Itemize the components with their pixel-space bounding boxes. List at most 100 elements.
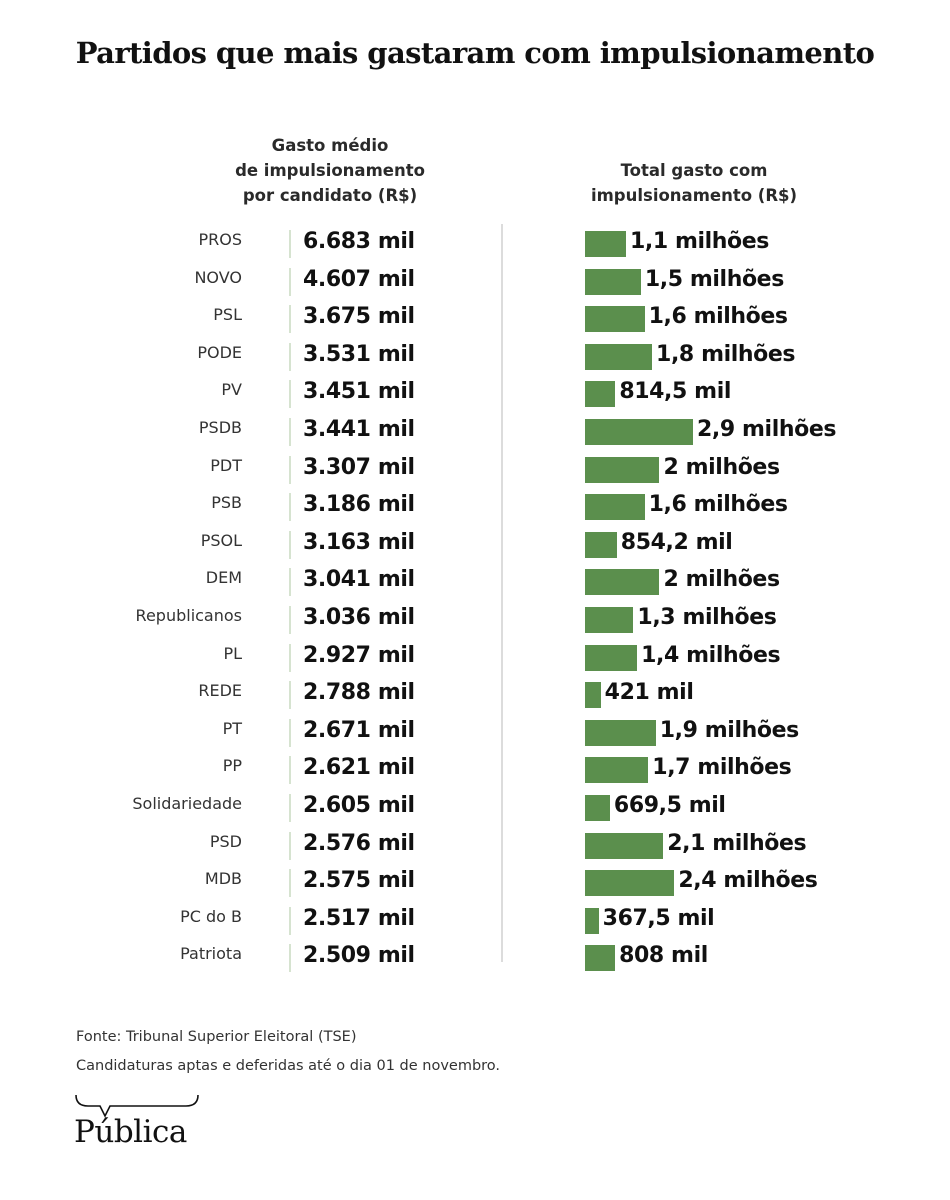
chart-row: PSL 3.675 mil 1,6 milhões [0, 299, 950, 337]
left-column-header: Gasto médio de impulsionamento por candi… [200, 133, 460, 208]
total-bar [585, 306, 645, 333]
left-header-line: Gasto médio [271, 136, 389, 155]
total-bar [585, 343, 653, 370]
chart-row: PROS 6.683 mil 1,1 milhões [0, 224, 950, 262]
chart-row: REDE 2.788 mil 421 mil [0, 675, 950, 713]
avg-value-label: 2.576 mil [303, 830, 415, 856]
total-bar [585, 607, 634, 633]
avg-marker-line [289, 380, 291, 409]
speech-bracket-icon [75, 1094, 199, 1118]
chart-row: Patriota 2.509 mil 808 mil [0, 938, 950, 976]
total-value-label: 1,7 milhões [652, 755, 792, 781]
total-value-label: 814,5 mil [619, 379, 731, 405]
note-text: Candidaturas aptas e deferidas até o dia… [76, 1058, 501, 1074]
total-bar [585, 494, 645, 521]
total-value-label: 1,1 milhões [629, 229, 769, 254]
chart-row: PC do B 2.517 mil 367,5 mil [0, 901, 950, 939]
total-value-label: 1,5 milhões [644, 266, 784, 292]
left-header-line: de impulsionamento [235, 161, 425, 180]
party-label: PSB [211, 493, 242, 513]
right-header-line: Total gasto com [620, 161, 768, 180]
avg-marker-line [289, 530, 291, 559]
avg-value-label: 2.621 mil [303, 755, 415, 781]
avg-value-label: 2.575 mil [303, 868, 415, 894]
total-value-label: 854,2 mil [620, 529, 733, 555]
total-value-label: 2 milhões [663, 454, 780, 480]
avg-marker-line [289, 756, 291, 785]
right-header-line: impulsionamento (R$) [590, 186, 798, 205]
avg-value-label: 3.186 mil [303, 492, 415, 518]
total-bar [585, 870, 675, 897]
total-value-label: 367,5 mil [602, 905, 715, 931]
avg-marker-line [289, 794, 291, 822]
publica-logo: Pública [74, 1094, 204, 1154]
total-bar [585, 569, 660, 596]
total-value-label: 1,6 milhões [648, 492, 788, 518]
avg-value-label: 3.307 mil [303, 454, 415, 480]
avg-marker-line [289, 230, 291, 258]
party-label: PSD [209, 831, 242, 851]
total-value-label: 808 mil [619, 943, 708, 969]
chart-row: PSD 2.576 mil 2,1 milhões [0, 826, 950, 864]
total-bar [585, 531, 617, 558]
party-label: PDT [210, 455, 242, 475]
party-label: PP [222, 756, 242, 776]
avg-marker-line [289, 493, 291, 522]
avg-value-label: 3.441 mil [303, 417, 415, 442]
chart-row: Solidariedade 2.605 mil 669,5 mil [0, 788, 950, 826]
avg-value-label: 2.517 mil [303, 905, 415, 931]
party-label: Solidariedade [132, 794, 242, 813]
left-header-line: por candidato (R$) [242, 186, 418, 205]
avg-marker-line [289, 267, 291, 296]
party-label: PV [221, 380, 242, 400]
avg-marker-line [289, 718, 291, 747]
avg-marker-line [289, 455, 291, 484]
chart-row: PSB 3.186 mil 1,6 milhões [0, 487, 950, 525]
chart-row: PSDB 3.441 mil 2,9 milhões [0, 412, 950, 450]
avg-value-label: 3.531 mil [303, 341, 415, 367]
avg-value-label: 3.041 mil [303, 567, 415, 593]
chart-row: NOVO 4.607 mil 1,5 milhões [0, 262, 950, 300]
avg-marker-line [289, 681, 291, 710]
total-bar [585, 795, 610, 821]
avg-value-label: 3.163 mil [303, 529, 415, 555]
chart-row: DEM 3.041 mil 2 milhões [0, 562, 950, 600]
party-label: PSL [213, 305, 242, 325]
avg-marker-line [289, 906, 291, 935]
avg-value-label: 6.683 mil [303, 229, 415, 254]
party-label: PT [222, 718, 242, 738]
avg-marker-line [289, 568, 291, 597]
avg-value-label: 2.605 mil [303, 793, 415, 818]
total-value-label: 1,9 milhões [659, 717, 799, 743]
chart-row: PP 2.621 mil 1,7 milhões [0, 750, 950, 788]
total-value-label: 1,3 milhões [637, 605, 777, 630]
party-label: Patriota [180, 944, 242, 964]
avg-marker-line [289, 606, 291, 634]
column-divider [501, 224, 503, 962]
avg-value-label: 2.927 mil [303, 642, 415, 668]
total-bar [585, 945, 616, 972]
avg-marker-line [289, 944, 291, 973]
party-label: PC do B [180, 906, 242, 926]
avg-value-label: 2.509 mil [303, 943, 415, 969]
avg-marker-line [289, 305, 291, 334]
total-value-label: 2,9 milhões [697, 417, 837, 442]
chart-row: PDT 3.307 mil 2 milhões [0, 450, 950, 488]
party-label: REDE [198, 681, 242, 701]
avg-marker-line [289, 869, 291, 898]
total-value-label: 1,4 milhões [641, 642, 781, 668]
total-bar [585, 456, 660, 483]
avg-value-label: 2.788 mil [303, 680, 415, 706]
total-value-label: 421 mil [604, 680, 694, 706]
avg-marker-line [289, 342, 291, 371]
chart-row: PT 2.671 mil 1,9 milhões [0, 713, 950, 751]
avg-value-label: 3.036 mil [303, 605, 415, 630]
avg-value-label: 2.671 mil [303, 717, 415, 743]
total-bar [585, 682, 601, 709]
chart-row: PSOL 3.163 mil 854,2 mil [0, 525, 950, 563]
source-text: Fonte: Tribunal Superior Eleitoral (TSE) [76, 1029, 357, 1045]
total-bar [585, 757, 649, 784]
total-bar [585, 381, 616, 408]
right-column-header: Total gasto com impulsionamento (R$) [560, 158, 828, 208]
avg-marker-line [289, 418, 291, 446]
